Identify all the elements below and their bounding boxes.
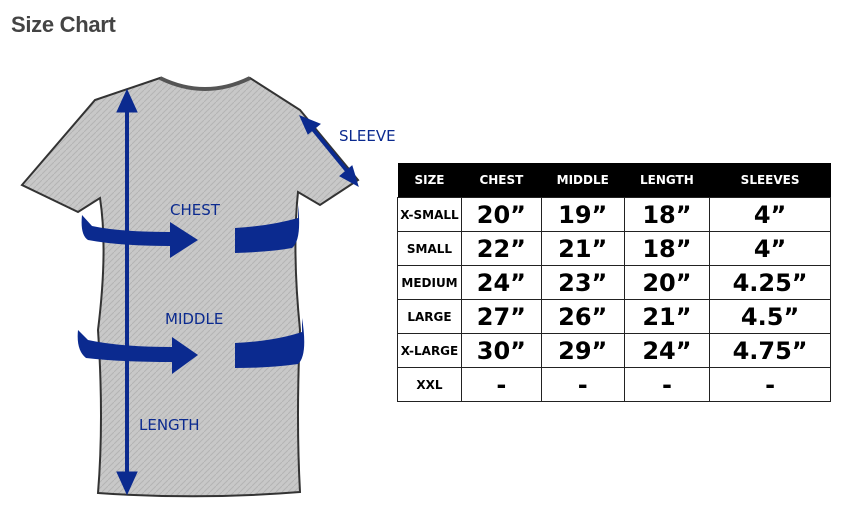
size-cell: XXL (397, 367, 462, 402)
length-arrow (116, 88, 138, 496)
sleeve-label: SLEEVE (339, 127, 396, 145)
shirt-body (20, 76, 360, 498)
table-header-row: SIZE CHEST MIDDLE LENGTH SLEEVES (397, 163, 831, 198)
table-row: SMALL 22” 21” 18” 4” (397, 231, 831, 266)
sleeve-arrow (299, 115, 359, 188)
measurement-cell: 22” (461, 231, 542, 266)
header-length: LENGTH (624, 163, 710, 198)
measurement-cell: 4.25” (709, 265, 831, 300)
measurement-cell: 24” (623, 333, 711, 368)
measurement-cell: 29” (540, 333, 625, 368)
size-cell: X-LARGE (397, 333, 462, 368)
header-size: SIZE (397, 163, 462, 198)
measurement-cell: - (623, 367, 711, 402)
measurement-cell: 4.75” (709, 333, 831, 368)
middle-label: MIDDLE (165, 310, 224, 328)
measurement-cell: 4” (709, 197, 831, 232)
measurement-cell: 24” (461, 265, 542, 300)
chest-arrow (81, 205, 300, 258)
size-cell: MEDIUM (397, 265, 462, 300)
chest-label: CHEST (170, 201, 220, 219)
size-cell: LARGE (397, 299, 462, 334)
measurement-cell: 20” (461, 197, 542, 232)
table-row: X-SMALL 20” 19” 18” 4” (397, 197, 831, 232)
measurement-cell: 30” (461, 333, 542, 368)
measurement-cell: - (461, 367, 542, 402)
measurement-cell: 4.5” (709, 299, 831, 334)
measurement-cell: 23” (540, 265, 625, 300)
measurement-cell: 21” (623, 299, 711, 334)
table-row: XXL - - - - (397, 367, 831, 402)
size-cell: SMALL (397, 231, 462, 266)
table-row: LARGE 27” 26” 21” 4.5” (397, 299, 831, 334)
measurement-cell: 27” (461, 299, 542, 334)
measurement-cell: - (540, 367, 625, 402)
header-middle: MIDDLE (541, 163, 625, 198)
measurement-cell: 26” (540, 299, 625, 334)
header-chest: CHEST (461, 163, 542, 198)
measurement-cell: 4” (709, 231, 831, 266)
measurement-cell: 21” (540, 231, 625, 266)
measurement-cell: - (709, 367, 831, 402)
tshirt-illustration (20, 76, 360, 498)
measurement-cell: 20” (623, 265, 711, 300)
header-sleeves: SLEEVES (709, 163, 831, 198)
measurement-cell: 18” (623, 197, 711, 232)
measurement-cell: 18” (623, 231, 711, 266)
table-row: MEDIUM 24” 23” 20” 4.25” (397, 265, 831, 300)
size-table: SIZE CHEST MIDDLE LENGTH SLEEVES X-SMALL… (397, 163, 831, 402)
middle-arrow (77, 318, 305, 374)
size-cell: X-SMALL (397, 197, 462, 232)
measurement-cell: 19” (540, 197, 625, 232)
page-title: Size Chart (11, 12, 116, 37)
length-label: LENGTH (139, 416, 200, 434)
table-row: X-LARGE 30” 29” 24” 4.75” (397, 333, 831, 368)
